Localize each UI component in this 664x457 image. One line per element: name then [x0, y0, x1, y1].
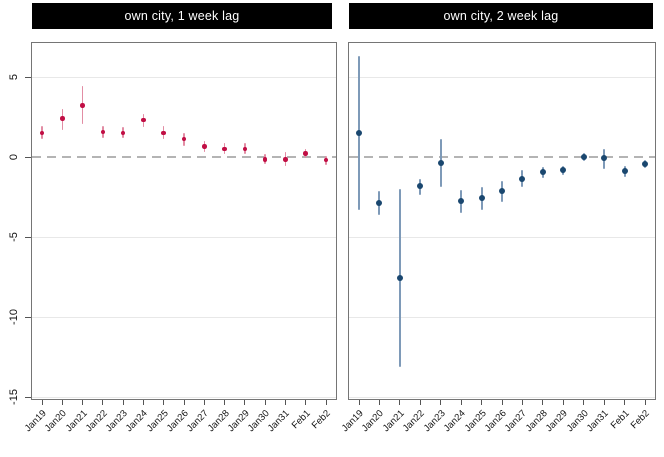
x-axis-tick	[122, 400, 124, 405]
x-axis-tick	[644, 400, 646, 405]
x-axis-tick	[419, 400, 421, 405]
data-point-marker	[161, 130, 166, 136]
data-point-marker	[396, 274, 403, 281]
data-point-marker	[621, 168, 628, 175]
y-axis-tick	[25, 317, 31, 319]
y-gridline	[32, 237, 336, 239]
panel-title-1-week-lag: own city, 1 week lag	[32, 3, 332, 29]
y-tick-label: 0	[8, 153, 20, 160]
data-point-marker	[80, 103, 85, 108]
data-point-marker	[120, 130, 126, 136]
x-axis-tick	[305, 400, 307, 405]
data-point-marker	[60, 116, 65, 121]
data-point-marker	[181, 136, 187, 142]
y-gridline	[349, 76, 655, 78]
y-tick-label: -10	[8, 309, 20, 326]
data-point-marker	[560, 167, 567, 174]
x-axis-tick	[61, 400, 63, 405]
x-axis-tick	[183, 400, 185, 405]
x-axis-tick	[521, 400, 523, 405]
x-axis-tick	[203, 400, 205, 405]
data-point-marker	[303, 151, 308, 156]
x-axis-tick	[378, 400, 380, 405]
data-point-marker	[262, 157, 268, 162]
y-tick-label: 5	[8, 73, 20, 80]
data-point-marker	[437, 160, 444, 167]
data-point-marker	[283, 157, 288, 162]
data-point-marker	[499, 188, 505, 195]
x-axis-tick	[562, 400, 564, 405]
zero-reference-line	[32, 155, 336, 158]
x-axis-tick	[264, 400, 266, 405]
x-axis-tick	[603, 400, 605, 405]
data-point-marker	[100, 129, 106, 135]
data-point-marker	[202, 144, 207, 149]
x-axis-tick	[142, 400, 144, 405]
y-axis-tick	[25, 237, 31, 239]
data-point-marker	[601, 155, 608, 162]
data-point-marker	[539, 169, 546, 176]
y-axis-tick	[25, 156, 31, 158]
x-axis-tick	[284, 400, 286, 405]
data-point-marker	[242, 146, 248, 152]
data-point-marker	[417, 182, 424, 189]
data-point-marker	[478, 194, 485, 201]
data-point-marker	[323, 157, 329, 163]
x-axis-tick	[82, 400, 84, 405]
plot-area-1-week-lag: Jan19 Jan20 Jan21 Jan22 Jan23 Jan24 Jan25 Jan26…	[23, 42, 337, 434]
y-tick-label: -5	[8, 232, 20, 242]
x-axis-tick	[358, 400, 360, 405]
x-axis-tick	[624, 400, 626, 405]
data-point-marker	[356, 129, 362, 136]
x-axis-tick	[501, 400, 503, 405]
x-axis-tick	[542, 400, 544, 405]
data-point-marker	[580, 153, 587, 160]
y-axis-tick	[25, 397, 31, 399]
plot-area-2-week-lag: Jan19 Jan20 Jan21 Jan22 Jan23 Jan24 Jan25 Jan26…	[340, 42, 656, 434]
y-gridline	[32, 317, 336, 319]
panel-title-2-week-lag: own city, 2 week lag	[349, 3, 653, 29]
x-axis-tick	[460, 400, 462, 405]
x-axis-tick	[102, 400, 104, 405]
y-gridline	[32, 76, 336, 78]
x-axis-tick	[440, 400, 442, 405]
x-axis-tick	[41, 400, 43, 405]
x-axis-tick	[399, 400, 401, 405]
x-axis-tick	[244, 400, 246, 405]
x-axis-tick	[163, 400, 165, 405]
y-axis-tick	[25, 76, 31, 78]
data-point-marker	[519, 175, 526, 182]
x-axis-tick	[481, 400, 483, 405]
data-point-marker	[642, 161, 648, 168]
y-gridline	[349, 397, 655, 399]
x-axis-tick	[325, 400, 327, 405]
data-point-marker	[458, 197, 465, 204]
y-gridline	[349, 317, 655, 319]
data-point-marker	[141, 117, 146, 123]
zero-reference-line	[349, 155, 655, 158]
data-point-marker	[222, 146, 227, 152]
data-point-marker	[39, 130, 45, 136]
x-axis-tick	[583, 400, 585, 405]
y-tick-label: -15	[8, 389, 20, 406]
data-point-marker	[376, 200, 383, 207]
y-gridline	[32, 397, 336, 399]
x-axis-tick	[224, 400, 226, 405]
y-gridline	[349, 237, 655, 239]
